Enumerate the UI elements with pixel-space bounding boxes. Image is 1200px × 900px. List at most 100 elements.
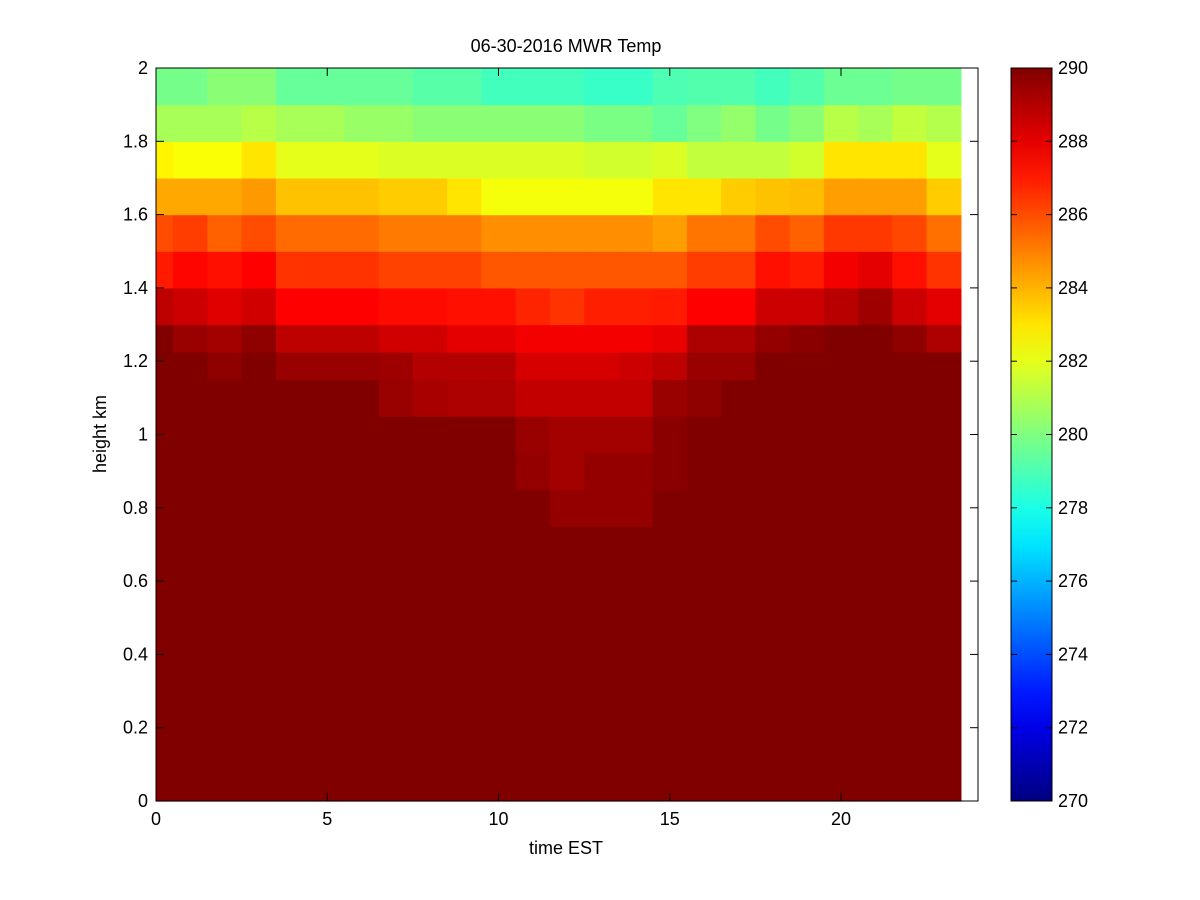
heatmap-cell [344,352,380,381]
heatmap-cell [515,68,551,106]
heatmap-cell [686,141,722,179]
x-tick-label: 20 [831,809,851,829]
heatmap-cell [207,746,243,784]
heatmap-cell [892,214,928,252]
heatmap-cell [207,214,243,252]
heatmap-cell [515,287,551,326]
heatmap-cell [823,636,859,674]
heatmap-cell [156,746,174,784]
heatmap-cell [412,68,448,106]
heatmap-cell [823,352,859,381]
heatmap-cell [721,489,756,527]
heatmap-cell [652,379,688,417]
heatmap-cell [310,599,345,637]
heatmap-cell [858,709,893,747]
heatmap-cell [515,672,551,710]
heatmap-cell [481,746,517,784]
heatmap-cell [652,287,688,326]
heatmap-cell [310,746,345,784]
heatmap-cell [173,672,208,710]
heatmap-cell [858,68,893,106]
heatmap-cell [858,214,893,252]
heatmap-cell [515,416,551,454]
heatmap-cell [378,104,414,142]
colorbar-tick-label: 276 [1058,571,1088,591]
heatmap-cell [378,526,414,564]
heatmap-cell [618,599,654,637]
heatmap-cell [156,324,174,353]
heatmap-cell [344,324,380,353]
heatmap-cell [892,672,928,710]
heatmap-cell [549,599,585,637]
heatmap-cell [412,526,448,564]
heatmap-cell [344,562,380,601]
heatmap-cell [652,599,688,637]
heatmap-cell [584,214,619,252]
heatmap-cell [926,452,962,491]
heatmap-cell [207,352,243,381]
heatmap-cell [275,287,311,326]
heatmap-cell [789,324,825,353]
heatmap-cell [156,214,174,252]
heatmap-cell [892,104,928,142]
heatmap-cell [926,672,962,710]
heatmap-cell [789,709,825,747]
heatmap-cell [412,782,448,802]
heatmap-cell [378,379,414,417]
heatmap-cell [755,526,791,564]
y-tick-label: 0.6 [123,571,148,591]
heatmap-cell [755,709,791,747]
heatmap-cell [652,782,688,802]
heatmap-cell [618,746,654,784]
heatmap-cell [378,251,414,289]
heatmap-cell [241,287,277,326]
heatmap-cell [721,141,756,179]
heatmap-cell [618,782,654,802]
heatmap-cell [926,177,962,216]
heatmap-cell [412,416,448,454]
heatmap-cell [789,672,825,710]
heatmap-cell [515,324,551,353]
heatmap-cell [275,251,311,289]
heatmap-cell [156,251,174,289]
heatmap-cell [892,599,928,637]
heatmap-cell [378,352,414,381]
heatmap-cell [686,746,722,784]
heatmap-cell [686,599,722,637]
heatmap-cell [275,177,311,216]
heatmap-cell [721,177,756,216]
heatmap-cell [892,489,928,527]
heatmap-cell [481,489,517,527]
heatmap-cell [823,214,859,252]
heatmap-cell [378,746,414,784]
heatmap-cell [721,68,756,106]
heatmap-cell [310,782,345,802]
heatmap-cell [549,636,585,674]
heatmap-cell [275,672,311,710]
heatmap-cell [481,416,517,454]
heatmap-cell [618,709,654,747]
heatmap-cell [549,526,585,564]
heatmap-cell [515,782,551,802]
heatmap-cell [549,709,585,747]
y-axis: 0 0.2 0.4 0.6 0.8 1 1.2 1.4 1.6 1.8 2 [123,58,978,811]
heatmap-cell [412,177,448,216]
heatmap-cell [447,104,482,142]
heatmap-cell [447,746,482,784]
heatmap-cell [721,782,756,802]
heatmap-cell [344,68,380,106]
heatmap-cell [789,746,825,784]
heatmap-cell [310,672,345,710]
heatmap-cell [515,251,551,289]
heatmap-cell [755,746,791,784]
heatmap-cell [412,489,448,527]
heatmap-cell [515,214,551,252]
heatmap-cell [549,746,585,784]
heatmap-cell [241,489,277,527]
heatmap-cell [926,104,962,142]
heatmap-cell [241,636,277,674]
heatmap-cell [344,599,380,637]
heatmap-cell [207,636,243,674]
heatmap-cell [549,324,585,353]
heatmap-cell [447,141,482,179]
